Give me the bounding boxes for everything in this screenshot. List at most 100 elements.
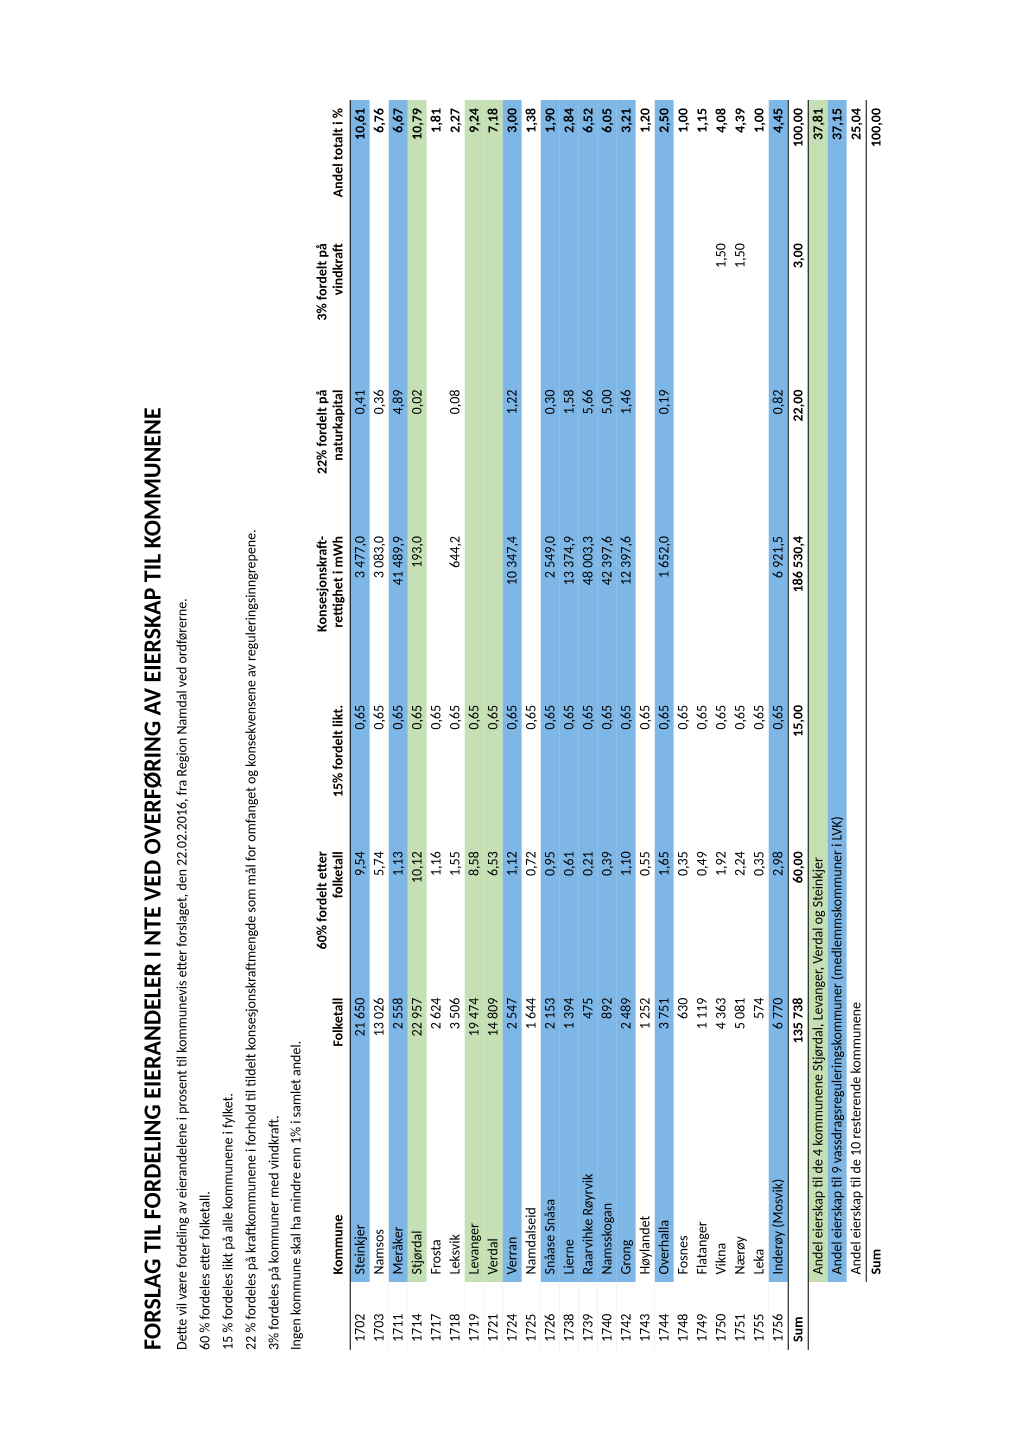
cell-fifteen: 0,65 bbox=[445, 697, 464, 843]
table-header-row: Kommune Folketall 60% fordelt etterfolke… bbox=[313, 100, 350, 1350]
col-andel: Andel totalt i % bbox=[313, 100, 350, 235]
cell-code: 1718 bbox=[445, 1282, 464, 1350]
cell-konsesjon bbox=[521, 528, 540, 697]
cell-andel: 4,08 bbox=[711, 100, 730, 235]
cell-name: Lierne bbox=[559, 1091, 578, 1282]
col-kommune-code bbox=[313, 1282, 350, 1350]
sum-folketall: 135 738 bbox=[788, 990, 808, 1091]
cell-fifteen: 0,65 bbox=[407, 697, 426, 843]
cell-sixty: 0,72 bbox=[521, 843, 540, 989]
cell-konsesjon: 193,0 bbox=[407, 528, 426, 697]
table-row: 1740Namsskogan8920,390,6542 397,65,006,0… bbox=[597, 100, 616, 1350]
cell-three bbox=[578, 235, 597, 381]
table-row: 1726Snåase Snåsa2 1530,950,652 549,00,30… bbox=[540, 100, 559, 1350]
cell-sixty: 0,35 bbox=[673, 843, 692, 989]
table-row: 1739Raarvihke Røyrvik4750,210,6548 003,3… bbox=[578, 100, 597, 1350]
page-title: FORSLAG TIL FORDELING EIERANDELER I NTE … bbox=[139, 100, 168, 1350]
cell-name: Nærøy bbox=[730, 1091, 749, 1282]
cell-folketall: 19 474 bbox=[464, 990, 483, 1091]
intro-line: Ingen kommune skal ha mindre enn 1% i sa… bbox=[288, 100, 307, 1350]
cell-folketall: 1 394 bbox=[559, 990, 578, 1091]
cell-fifteen: 0,65 bbox=[749, 697, 768, 843]
cell-konsesjon: 10 347,4 bbox=[502, 528, 521, 697]
cell-three bbox=[407, 235, 426, 381]
cell-fifteen: 0,65 bbox=[616, 697, 635, 843]
table-row: 1755Leka5740,350,651,00 bbox=[749, 100, 768, 1350]
cell-folketall: 2 489 bbox=[616, 990, 635, 1091]
cell-three bbox=[635, 235, 654, 381]
cell-folketall: 6 770 bbox=[768, 990, 788, 1091]
cell-fifteen: 0,65 bbox=[711, 697, 730, 843]
cell-konsesjon bbox=[749, 528, 768, 697]
cell-folketall: 5 081 bbox=[730, 990, 749, 1091]
cell-sixty: 1,16 bbox=[426, 843, 445, 989]
cell-three bbox=[540, 235, 559, 381]
cell-sixty: 1,65 bbox=[654, 843, 673, 989]
cell-twentytwo bbox=[464, 382, 483, 528]
cell-sixty: 1,10 bbox=[616, 843, 635, 989]
cell-sixty: 10,12 bbox=[407, 843, 426, 989]
cell-konsesjon: 644,2 bbox=[445, 528, 464, 697]
cell-sixty: 5,74 bbox=[369, 843, 388, 989]
cell-code: 1739 bbox=[578, 1282, 597, 1350]
cell-andel: 6,05 bbox=[597, 100, 616, 235]
intro-line: 22 % fordeles på kraftkommunene i forhol… bbox=[242, 100, 261, 1350]
cell-name: Stjørdal bbox=[407, 1091, 426, 1282]
cell-sixty: 1,13 bbox=[388, 843, 407, 989]
cell-folketall: 1 252 bbox=[635, 990, 654, 1091]
cell-sixty: 0,61 bbox=[559, 843, 578, 989]
cell-code: 1719 bbox=[464, 1282, 483, 1350]
cell-folketall: 574 bbox=[749, 990, 768, 1091]
cell-folketall: 892 bbox=[597, 990, 616, 1091]
cell-fifteen: 0,65 bbox=[521, 697, 540, 843]
cell-konsesjon: 12 397,6 bbox=[616, 528, 635, 697]
table-row: 1714Stjørdal22 95710,120,65193,00,0210,7… bbox=[407, 100, 426, 1350]
cell-fifteen: 0,65 bbox=[730, 697, 749, 843]
cell-konsesjon: 42 397,6 bbox=[597, 528, 616, 697]
cell-code: 1740 bbox=[597, 1282, 616, 1350]
cell-name: Snåase Snåsa bbox=[540, 1091, 559, 1282]
cell-code: 1742 bbox=[616, 1282, 635, 1350]
col-three: 3% fordelt påvindkraft bbox=[313, 235, 350, 381]
cell-andel: 3,00 bbox=[502, 100, 521, 235]
cell-konsesjon bbox=[635, 528, 654, 697]
cell-konsesjon bbox=[730, 528, 749, 697]
cell-sixty: 9,54 bbox=[350, 843, 370, 989]
summary-label: Andel eierskap til de 4 kommunene Stjørd… bbox=[808, 235, 828, 1282]
table-row: 1719Levanger19 4748,580,659,24 bbox=[464, 100, 483, 1350]
table-row: 1742Grong2 4891,100,6512 397,61,463,21 bbox=[616, 100, 635, 1350]
cell-name: Verran bbox=[502, 1091, 521, 1282]
table-row: 1724Verran2 5471,120,6510 347,41,223,00 bbox=[502, 100, 521, 1350]
cell-code: 1703 bbox=[369, 1282, 388, 1350]
cell-name: Frosta bbox=[426, 1091, 445, 1282]
sum-label: Sum bbox=[788, 1091, 808, 1350]
table-row: 1725Namdalseid1 6440,720,651,38 bbox=[521, 100, 540, 1350]
cell-name: Raarvihke Røyrvik bbox=[578, 1091, 597, 1282]
cell-sixty: 0,39 bbox=[597, 843, 616, 989]
summary-total-row: Sum100,00 bbox=[866, 100, 886, 1350]
cell-twentytwo: 0,82 bbox=[768, 382, 788, 528]
cell-folketall: 475 bbox=[578, 990, 597, 1091]
cell-andel: 1,15 bbox=[692, 100, 711, 235]
cell-name: Steinkjer bbox=[350, 1091, 370, 1282]
cell-name: Inderøy (Mosvik) bbox=[768, 1091, 788, 1282]
cell-three bbox=[426, 235, 445, 381]
cell-konsesjon: 3 083,0 bbox=[369, 528, 388, 697]
intro-line: Dette vil være fordeling av eierandelene… bbox=[174, 100, 193, 1350]
cell-code: 1717 bbox=[426, 1282, 445, 1350]
sum-andel: 100,00 bbox=[788, 100, 808, 235]
cell-twentytwo bbox=[692, 382, 711, 528]
cell-folketall: 2 153 bbox=[540, 990, 559, 1091]
cell-name: Grong bbox=[616, 1091, 635, 1282]
col-folketall: Folketall bbox=[313, 990, 350, 1091]
col-fifteen: 15% fordelt likt. bbox=[313, 697, 350, 843]
cell-name: Overhalla bbox=[654, 1091, 673, 1282]
table-row: 1744Overhalla3 7511,650,651 652,00,192,5… bbox=[654, 100, 673, 1350]
cell-twentytwo bbox=[711, 382, 730, 528]
cell-andel: 10,79 bbox=[407, 100, 426, 235]
cell-twentytwo bbox=[426, 382, 445, 528]
cell-konsesjon bbox=[464, 528, 483, 697]
cell-code: 1714 bbox=[407, 1282, 426, 1350]
cell-konsesjon: 3 477,0 bbox=[350, 528, 370, 697]
cell-three bbox=[483, 235, 502, 381]
